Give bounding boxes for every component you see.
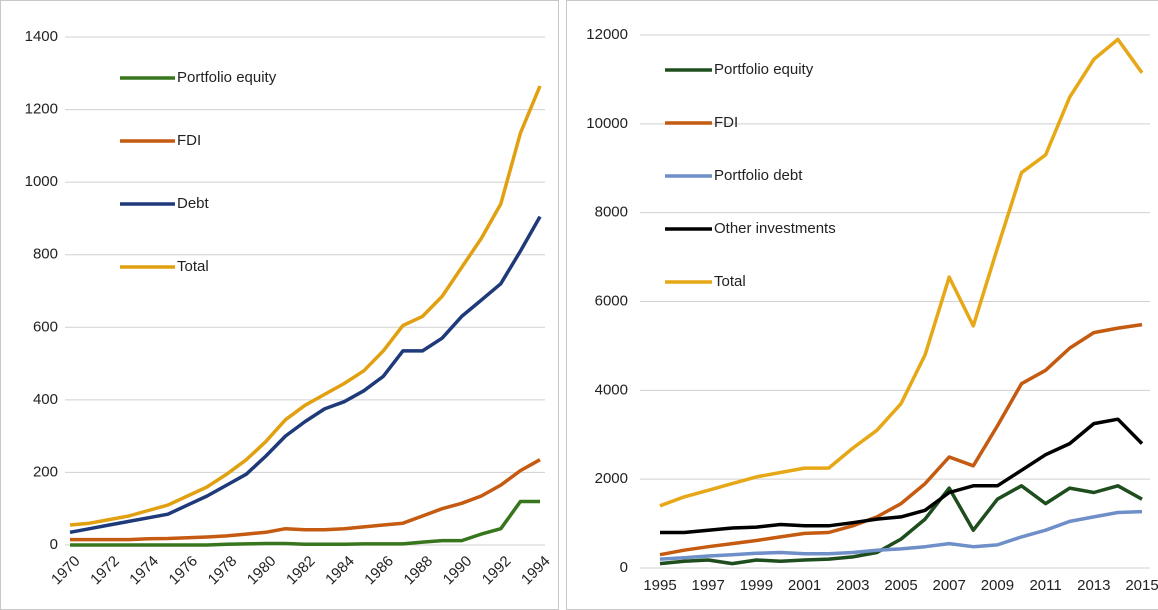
x-tick-label: 1990 <box>440 553 476 589</box>
legend-label: Portfolio debt <box>714 167 803 184</box>
x-tick-label: 1999 <box>740 577 773 594</box>
legend-label: Total <box>714 273 746 290</box>
x-tick-label: 2007 <box>933 577 966 594</box>
y-tick-label: 200 <box>33 463 58 480</box>
y-tick-label: 8000 <box>595 204 628 221</box>
series-line <box>659 37 1144 508</box>
series-line <box>70 458 541 542</box>
legend-label: Portfolio equity <box>714 61 814 78</box>
series-line <box>70 499 540 547</box>
x-tick-label: 1997 <box>692 577 725 594</box>
x-tick-label: 1980 <box>244 553 280 589</box>
x-tick-label: 2015 <box>1125 577 1158 594</box>
series-line <box>660 417 1144 535</box>
x-tick-label: 1988 <box>401 553 437 589</box>
series-line <box>659 322 1143 557</box>
x-tick-label: 1972 <box>87 553 123 589</box>
y-tick-label: 1000 <box>25 173 58 190</box>
y-tick-label: 600 <box>33 318 58 335</box>
x-tick-label: 2009 <box>981 577 1014 594</box>
y-tick-label: 800 <box>33 246 58 263</box>
y-tick-label: 6000 <box>595 292 628 309</box>
legend-label: FDI <box>714 114 738 131</box>
x-tick-label: 1984 <box>322 553 358 589</box>
legend-label: Debt <box>177 195 210 212</box>
series-line <box>69 215 542 535</box>
x-tick-label: 2011 <box>1029 577 1061 594</box>
x-tick-label: 2003 <box>836 577 869 594</box>
series-line <box>659 484 1143 566</box>
x-tick-label: 1986 <box>361 553 397 589</box>
y-tick-label: 400 <box>33 391 58 408</box>
x-tick-label: 1982 <box>283 553 319 589</box>
legend-label: Portfolio equity <box>177 69 277 86</box>
x-tick-label: 1974 <box>126 553 162 589</box>
panel-border <box>566 0 1158 610</box>
y-tick-label: 2000 <box>595 470 628 487</box>
x-tick-label: 2013 <box>1077 577 1110 594</box>
y-tick-label: 1400 <box>25 28 58 45</box>
y-tick-label: 1200 <box>25 101 58 118</box>
y-tick-label: 10000 <box>586 115 628 132</box>
x-tick-label: 1970 <box>48 553 84 589</box>
legend-label: FDI <box>177 132 201 149</box>
legend-label: Total <box>177 258 209 275</box>
y-tick-label: 0 <box>50 536 58 553</box>
y-tick-label: 12000 <box>586 26 628 43</box>
x-tick-label: 1976 <box>166 553 202 589</box>
y-tick-label: 4000 <box>595 381 628 398</box>
series-line <box>69 85 542 527</box>
x-tick-label: 1995 <box>643 577 676 594</box>
y-tick-label: 0 <box>620 559 628 576</box>
x-tick-label: 1992 <box>479 553 515 589</box>
x-tick-label: 1994 <box>518 553 554 589</box>
series-line <box>659 509 1143 561</box>
x-tick-label: 2005 <box>884 577 917 594</box>
x-tick-label: 1978 <box>205 553 241 589</box>
x-tick-label: 2001 <box>788 577 821 594</box>
legend-label: Other investments <box>714 220 836 237</box>
